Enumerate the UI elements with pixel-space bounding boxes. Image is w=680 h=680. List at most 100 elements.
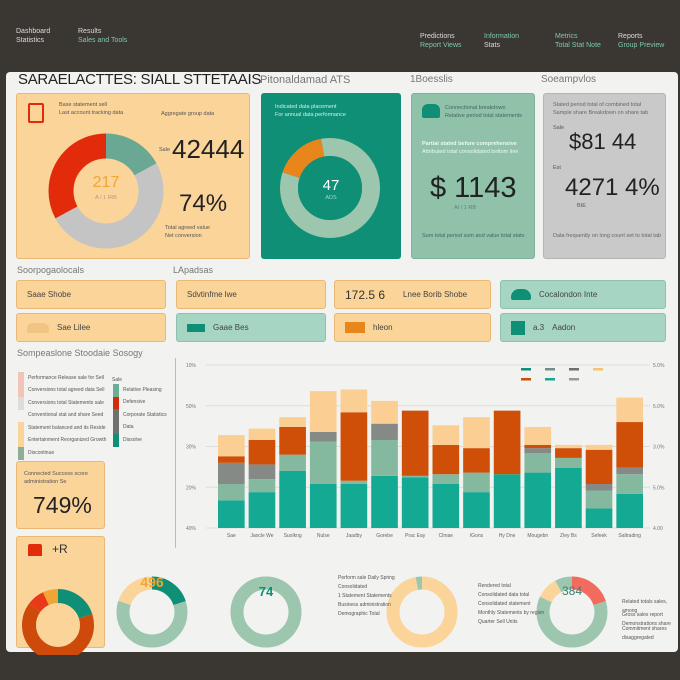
bar-segment (279, 426, 306, 455)
donut-hole (74, 159, 138, 223)
note: administration Se (24, 479, 67, 485)
donut-center-sub: A / 1 IRB (95, 195, 117, 201)
kpi-card[interactable]: Connected Success score administration Se… (16, 461, 105, 529)
value-label: Sale (553, 125, 565, 131)
x-tick-label: Jaadby (346, 533, 363, 539)
bar-segment (248, 464, 276, 480)
legend-swatch (18, 397, 24, 410)
card-label: +R (52, 542, 68, 556)
legend-swatch (521, 368, 531, 371)
legend-item: Rendered total (478, 582, 544, 591)
legend-item: Conversions total Statements sale (18, 397, 106, 410)
revenue-card[interactable]: Connectional breakdown Relative period to… (411, 93, 535, 259)
legend-item: Commitment shares disaggregated (622, 626, 680, 641)
legend-item: Dissolve (113, 434, 167, 447)
bar-segment (616, 397, 643, 423)
donut-center-value: 47 (322, 177, 340, 194)
note: Connected Success score (24, 471, 88, 477)
note: Total agreed value (165, 225, 210, 231)
tile-button[interactable]: a.3 Aadon (500, 313, 666, 342)
bar-segment (585, 444, 613, 450)
tile-button[interactable]: Sdvtinfme lwe (176, 280, 326, 309)
legend-label: Dissolve (123, 436, 142, 443)
bar-segment (279, 454, 306, 471)
label: Group Preview (618, 42, 665, 49)
people-icon (27, 322, 49, 333)
legend-item: Quarter Sell Units (478, 618, 544, 627)
tile-button[interactable]: 172.5 6 Lnee Borib Shobe (334, 280, 491, 309)
section-title: Pitonaldamad ATS (260, 74, 351, 86)
donut-segment (116, 576, 188, 648)
tile-button[interactable]: Sae Lilee (16, 313, 166, 342)
sales-percent: 74% (179, 190, 228, 217)
donut-center-value: 384 (561, 584, 583, 598)
tile-button[interactable]: Saae Shobe (16, 280, 166, 309)
legend-swatch (18, 372, 24, 385)
bar-segment (371, 423, 398, 440)
legend-item: Relative Pleasing (113, 384, 167, 397)
legend-label: Entertainment Reorganized Growth (28, 437, 107, 444)
x-tick-label: IGons (470, 533, 484, 539)
legend-item: Conventional stat and share Seed (18, 409, 106, 422)
note: Last account tracking data (59, 110, 124, 116)
x-tick-label: Zley Bs (560, 533, 577, 539)
donut-segment (536, 576, 608, 648)
legend-item: Conversions total agreed data Sell (18, 384, 106, 397)
bar-segment (371, 439, 398, 476)
donut-legend: Perform sale Daily Spring Consolidated 1 S… (338, 574, 395, 619)
y-tick-label: 20% (186, 485, 197, 491)
legend-item: 1 Statement Statements (338, 592, 395, 601)
performance-card[interactable]: Indicated data placement For annual data … (261, 93, 401, 259)
tile-label: Saae Shobe (27, 290, 72, 299)
x-tick-label: Sae (227, 533, 236, 539)
value-label: Est (553, 165, 561, 171)
donut-center-value: 74 (258, 584, 274, 599)
bar-segment (248, 439, 276, 465)
legend-item: Monthly Statements by region (478, 609, 544, 618)
legend-item: Defensive (113, 396, 167, 409)
sales-value: 42444 (172, 134, 245, 164)
bar-segment (463, 417, 490, 449)
note: Net conversion (165, 233, 202, 239)
bar-segment (309, 483, 337, 528)
tile-button[interactable]: hleon (334, 313, 491, 342)
bar-segment (401, 410, 429, 476)
legend-item: Demographic Total (338, 610, 395, 619)
sales-summary-card[interactable]: Base statement sell Last account tracking… (16, 93, 250, 259)
legend-label: Conventional stat and share Seed (28, 412, 104, 419)
bar-segment (279, 470, 306, 528)
cloud-icon (511, 289, 531, 300)
legend-item: Perform sale Daily Spring (338, 574, 395, 583)
topbar-item-reports[interactable]: Reports Group Preview (618, 32, 664, 50)
bar-segment (616, 493, 643, 528)
topbar-item-metrics[interactable]: Metrics Total Stat Note (555, 32, 601, 50)
bar-segment (248, 492, 276, 528)
performance-donut-chart (280, 138, 380, 238)
samples-percent: 4271 4% (565, 174, 660, 201)
bar-segment (555, 467, 582, 528)
bar-segment (524, 453, 552, 473)
topbar-item-information[interactable]: Information Stats (484, 32, 519, 50)
bar-segment (524, 448, 552, 454)
tile-button[interactable]: Cocalondon Inte (500, 280, 666, 309)
legend-swatch (113, 434, 119, 447)
topbar-item-predictions[interactable]: Predictions Report Views (420, 32, 462, 50)
bar-segment (524, 472, 552, 528)
x-tick-label: Jaocle We (250, 533, 273, 539)
legend-label: Quarter Sell Units (478, 619, 518, 625)
tile-button[interactable]: Gaae Bes (176, 313, 326, 342)
donut-legend: Rendered total Consolidated data total Con… (478, 582, 544, 627)
register-icon (28, 544, 42, 556)
topbar-item-results[interactable]: Results Sales and Tools (78, 27, 127, 45)
samples-card[interactable]: Stated period total of combined total Sam… (543, 93, 666, 259)
bar-segment (585, 508, 613, 528)
bar-segment (585, 483, 613, 491)
bar-segment (463, 492, 490, 528)
donut-segment (22, 589, 94, 655)
donut-segment (48, 133, 164, 249)
legend-swatch (18, 422, 24, 435)
legend-label: Demographic Total (338, 611, 380, 617)
label: Results (78, 28, 102, 35)
x-tick-label: Hy Dne (499, 533, 516, 539)
topbar-item-dashboard[interactable]: Dashboard Statistics (16, 27, 50, 45)
